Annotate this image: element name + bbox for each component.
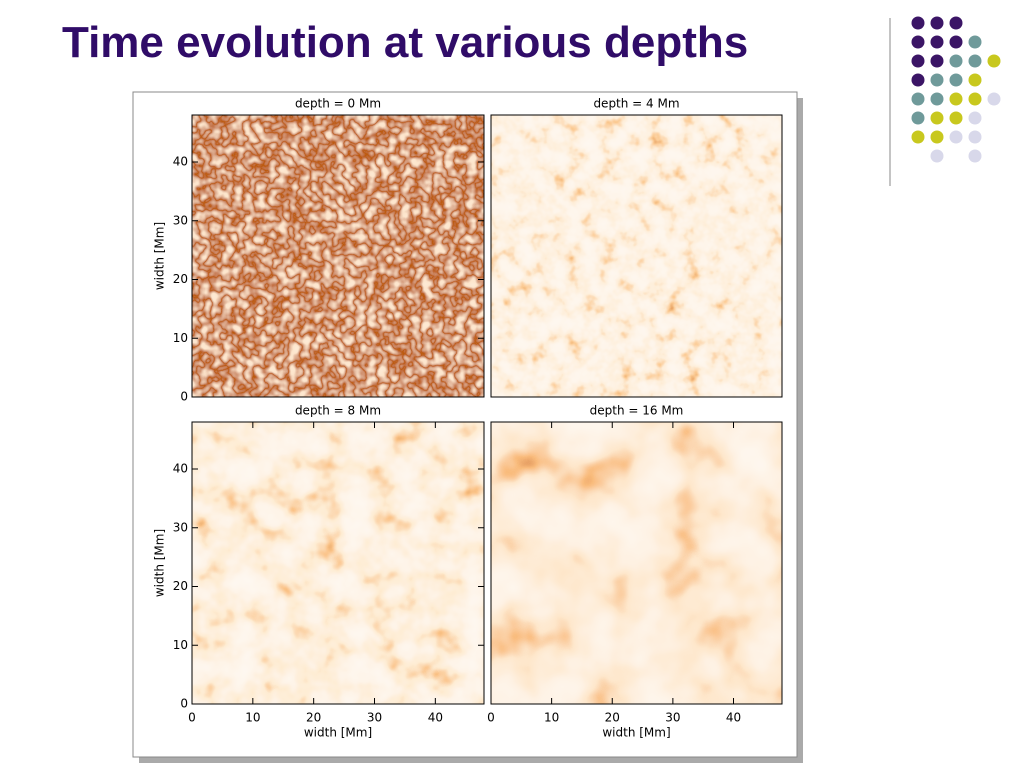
x-tick-label: 40 [726, 711, 741, 725]
y-tick-label: 30 [173, 520, 188, 534]
heatmap-image [491, 115, 782, 397]
x-tick-label: 0 [487, 711, 495, 725]
x-axis-label: width [Mm] [602, 726, 670, 740]
y-tick-label: 10 [173, 638, 188, 652]
y-tick-label: 0 [180, 697, 188, 711]
y-tick-label: 30 [173, 213, 188, 227]
x-tick-label: 30 [367, 711, 382, 725]
y-tick-label: 40 [173, 462, 188, 476]
plot-border [191, 421, 485, 705]
y-tick-label: 0 [180, 390, 188, 404]
panel-title: depth = 0 Mm [295, 97, 381, 111]
y-tick-label: 20 [173, 579, 188, 593]
y-tick-label: 10 [173, 331, 188, 345]
y-tick-label: 20 [173, 272, 188, 286]
x-tick-label: 10 [544, 711, 559, 725]
panel-title: depth = 4 Mm [593, 97, 679, 111]
plot-border [490, 421, 783, 705]
decoration [889, 16, 1001, 186]
x-tick-label: 40 [428, 711, 443, 725]
x-tick-label: 30 [665, 711, 680, 725]
x-tick-label: 0 [188, 711, 196, 725]
heatmap-image [192, 115, 484, 397]
plot-border [191, 114, 485, 398]
heatmap-image [192, 422, 484, 704]
x-axis-label: width [Mm] [304, 726, 372, 740]
plot-border [490, 114, 783, 398]
panel-title: depth = 8 Mm [295, 404, 381, 418]
panel-title: depth = 16 Mm [590, 404, 684, 418]
y-tick-label: 40 [173, 155, 188, 169]
y-axis-label: width [Mm] [153, 222, 167, 290]
x-tick-label: 20 [306, 711, 321, 725]
slide-title: Time evolution at various depths [62, 18, 749, 67]
x-tick-label: 20 [605, 711, 620, 725]
y-axis-label: width [Mm] [153, 529, 167, 597]
heatmap-image [491, 422, 782, 704]
dot-grid [911, 16, 1001, 163]
x-tick-label: 10 [245, 711, 260, 725]
